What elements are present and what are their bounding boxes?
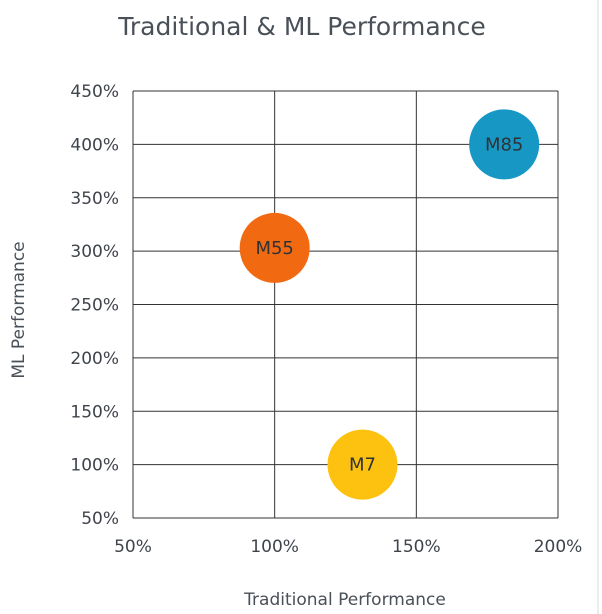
- x-axis-ticks: 50% 100% 150% 200%: [114, 537, 582, 557]
- y-axis-ticks: 50% 100% 150% 200% 250% 300% 350% 400% 450%: [70, 82, 119, 529]
- x-tick-label: 200%: [534, 537, 583, 557]
- chart-title: Traditional & ML Performance: [117, 12, 485, 41]
- bubble-label-m55: M55: [255, 238, 293, 259]
- y-tick-label: 400%: [70, 135, 119, 155]
- bubble-m55: [239, 212, 310, 283]
- y-tick-label: 250%: [70, 296, 119, 316]
- y-tick-label: 100%: [70, 456, 119, 476]
- y-tick-label: 200%: [70, 349, 119, 369]
- bubble-m85: [469, 109, 540, 180]
- y-tick-label: 300%: [70, 242, 119, 262]
- grid: [132, 90, 559, 519]
- y-tick-label: 50%: [81, 509, 119, 529]
- y-tick-label: 450%: [70, 82, 119, 102]
- x-tick-label: 50%: [114, 537, 152, 557]
- y-axis-title: ML Performance: [9, 241, 29, 378]
- bubble-label-m7: M7: [349, 455, 376, 476]
- y-tick-label: 150%: [70, 402, 119, 422]
- x-tick-label: 100%: [250, 537, 299, 557]
- y-tick-label: 350%: [70, 189, 119, 209]
- x-tick-label: 150%: [392, 537, 441, 557]
- data-points: M55 M85 M7: [239, 109, 540, 500]
- bubble-m7: [327, 429, 398, 500]
- x-axis-title: Traditional Performance: [243, 590, 446, 610]
- bubble-label-m85: M85: [485, 134, 523, 155]
